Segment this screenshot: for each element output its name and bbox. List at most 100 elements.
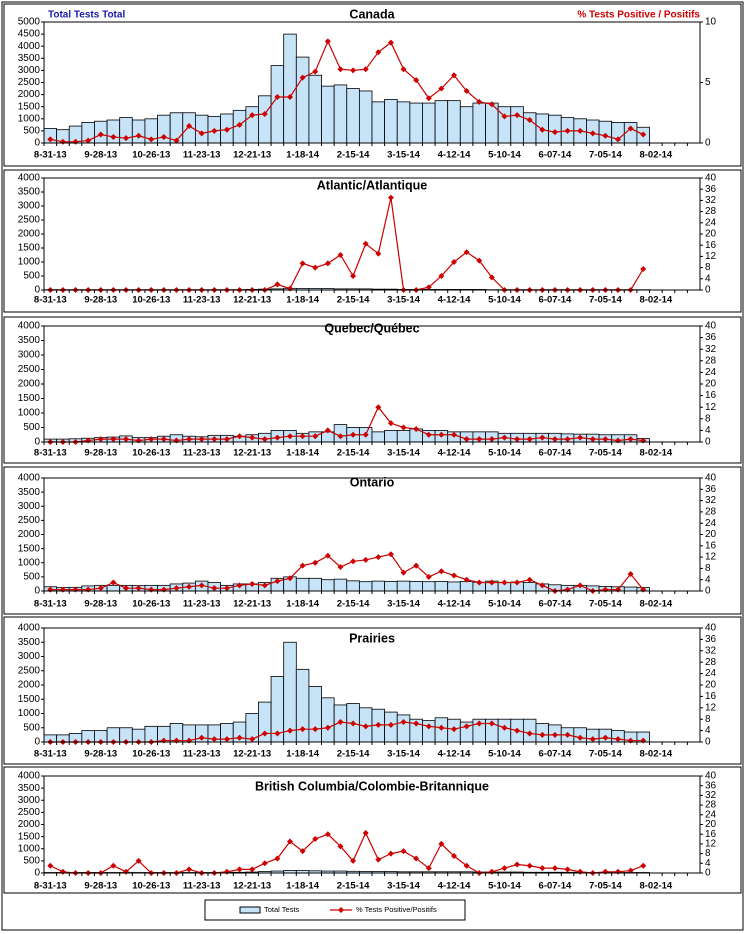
y2-tick-label: 32	[705, 790, 717, 801]
y2-tick-label: 0	[705, 737, 711, 748]
y2-tick-label: 40	[705, 321, 717, 332]
x-tick-label: 9-28-13	[84, 295, 117, 306]
x-tick-label: 5-10-14	[488, 150, 521, 161]
point	[488, 274, 495, 281]
panel-frame	[3, 616, 742, 765]
y2-tick-label: 24	[705, 809, 717, 820]
point	[261, 582, 268, 589]
point	[514, 579, 521, 586]
plot-frame	[43, 21, 701, 144]
y-tick-label: 3000	[18, 651, 41, 662]
point	[501, 724, 508, 731]
point	[564, 866, 571, 873]
y2-tick-label: 28	[705, 657, 717, 668]
point	[476, 579, 483, 586]
point	[47, 136, 54, 143]
y-tick-label: 0	[34, 737, 40, 748]
point	[350, 67, 357, 74]
y2-tick-label: 36	[705, 780, 717, 791]
y2-tick-label: 8	[705, 563, 711, 574]
point	[337, 563, 344, 570]
bar	[459, 106, 474, 144]
y-tick-label: 3500	[18, 53, 41, 64]
point	[287, 575, 293, 582]
y-tick-label: 2000	[18, 529, 41, 540]
y-tick-label: 1000	[18, 708, 41, 719]
x-tick-label: 8-02-14	[639, 749, 672, 760]
point	[337, 252, 344, 258]
point	[299, 433, 306, 440]
y2-tick-label: 16	[705, 240, 717, 251]
point	[337, 66, 344, 73]
bar	[384, 99, 398, 144]
point	[350, 720, 357, 727]
x-tick-label: 6-07-14	[539, 599, 572, 610]
bar	[447, 581, 461, 592]
point	[539, 126, 546, 133]
legend-swatch	[239, 906, 261, 914]
point	[362, 431, 369, 438]
point	[261, 110, 268, 117]
point	[425, 284, 432, 291]
point	[476, 720, 483, 727]
x-tick-label: 10-26-13	[132, 448, 170, 459]
y2-tick-label: 20	[705, 379, 717, 390]
point	[324, 38, 331, 45]
y2-tick-label: 28	[705, 507, 717, 518]
y-tick-label: 1500	[18, 543, 41, 554]
point	[438, 85, 445, 92]
point	[148, 436, 155, 443]
y2-axis-title: % Tests Positive / Positifs	[577, 10, 700, 21]
point	[211, 736, 218, 743]
point	[337, 433, 344, 440]
point	[413, 562, 420, 569]
y-tick-label: 2500	[18, 807, 41, 818]
point	[299, 562, 306, 569]
x-tick-label: 6-07-14	[539, 881, 572, 892]
point	[249, 580, 256, 587]
y-tick-label: 3000	[18, 795, 41, 806]
point	[135, 857, 142, 864]
y-tick-label: 4000	[18, 41, 41, 52]
point	[299, 848, 306, 855]
point	[362, 723, 369, 730]
point	[577, 127, 584, 134]
point	[312, 559, 319, 566]
point	[463, 87, 470, 94]
bar	[358, 581, 373, 592]
x-tick-label: 6-07-14	[539, 150, 572, 161]
y2-tick-label: 8	[705, 848, 711, 859]
x-tick-label: 10-26-13	[132, 295, 170, 306]
point	[551, 731, 558, 738]
point	[312, 68, 319, 75]
point	[375, 856, 382, 863]
plot-frame	[43, 177, 701, 291]
point	[223, 436, 230, 443]
x-tick-label: 7-05-14	[589, 448, 622, 459]
point	[110, 436, 117, 443]
point	[211, 436, 218, 443]
point	[160, 133, 167, 140]
y-axis-title: Total Tests Total	[48, 10, 125, 21]
x-tick-label: 4-12-14	[438, 749, 471, 760]
point	[501, 113, 508, 120]
x-tick-label: 10-26-13	[132, 150, 170, 161]
point	[501, 865, 508, 872]
bar	[106, 584, 121, 592]
point	[287, 727, 293, 734]
plot-frame	[43, 325, 701, 443]
y2-tick-label: 32	[705, 495, 717, 506]
x-tick-label: 1-18-14	[286, 295, 319, 306]
point	[337, 719, 344, 726]
point	[577, 734, 584, 741]
x-tick-label: 7-05-14	[589, 295, 622, 306]
y-tick-label: 4000	[18, 623, 41, 634]
bar	[346, 88, 360, 144]
point	[287, 94, 293, 101]
x-tick-label: 10-26-13	[132, 599, 170, 610]
x-tick-label: 7-05-14	[589, 150, 622, 161]
x-tick-label: 2-15-14	[337, 448, 370, 459]
bar	[422, 581, 436, 592]
plot-frame	[43, 775, 701, 874]
bar	[258, 95, 272, 144]
